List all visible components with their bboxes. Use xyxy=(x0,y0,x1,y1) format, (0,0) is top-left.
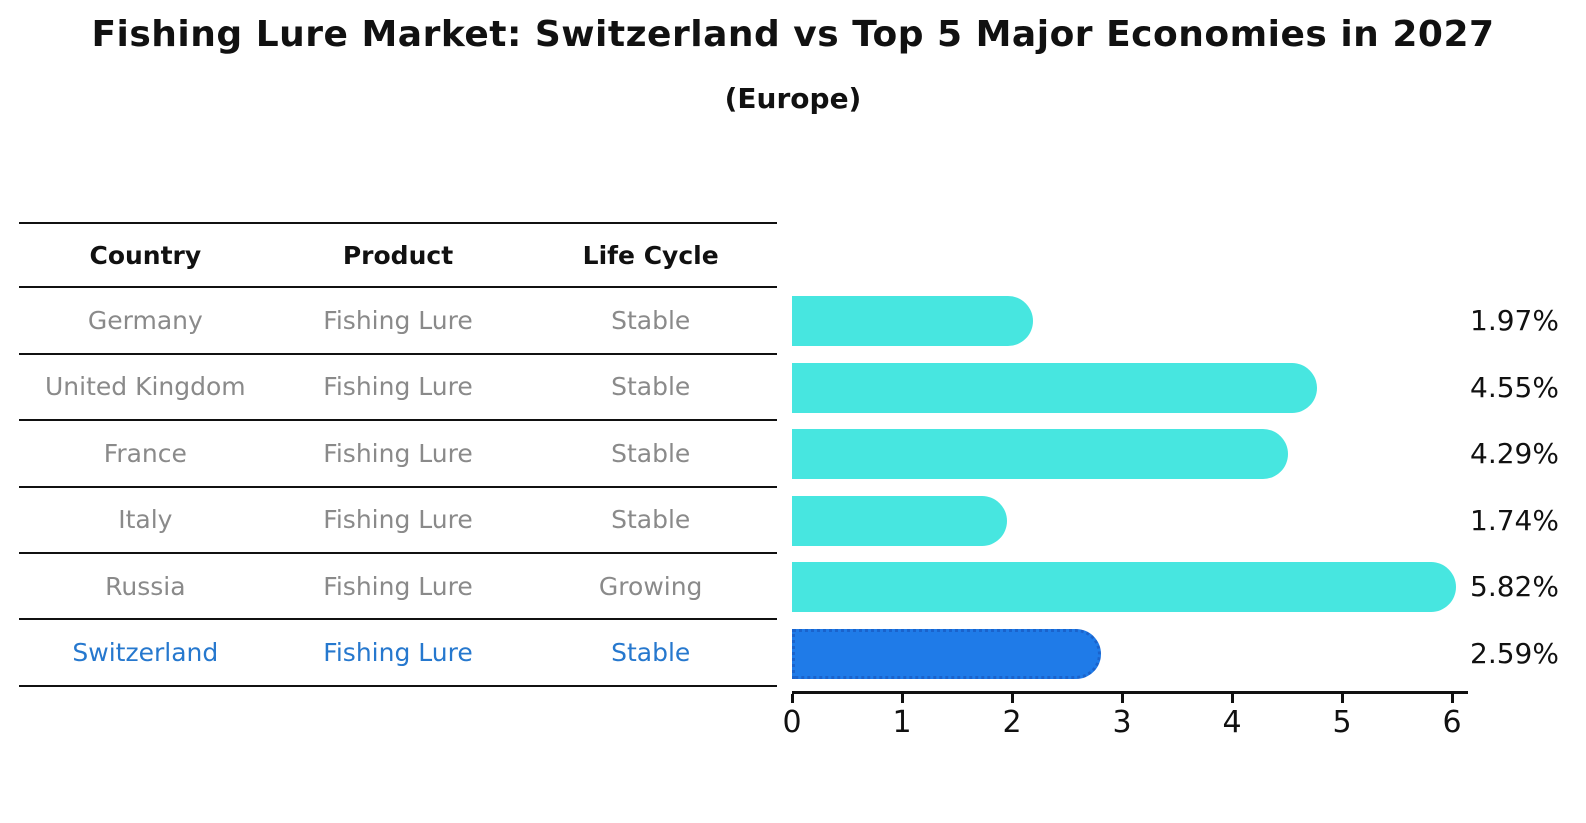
country-table: Country Product Life Cycle Germany Fishi… xyxy=(19,222,777,687)
value-label-russia: 5.82% xyxy=(1470,570,1559,603)
table-header-row: Country Product Life Cycle xyxy=(19,222,777,289)
bar-france xyxy=(792,429,1288,479)
x-tick-label: 4 xyxy=(1222,705,1242,740)
cell-life-cycle: Stable xyxy=(611,638,691,668)
x-tick xyxy=(1011,694,1014,703)
cell-life-cycle: Stable xyxy=(611,505,691,535)
table-row: United Kingdom Fishing Lure Stable xyxy=(19,355,777,422)
cell-product: Fishing Lure xyxy=(323,571,473,601)
x-tick xyxy=(1341,694,1344,703)
value-label-switzerland: 2.59% xyxy=(1470,637,1559,670)
x-tick xyxy=(791,694,794,703)
cell-product: Fishing Lure xyxy=(323,372,473,402)
x-tick-label: 1 xyxy=(892,705,912,740)
bar-italy xyxy=(792,496,1008,546)
header-product: Product xyxy=(342,240,454,270)
bar-russia xyxy=(792,562,1457,612)
value-label-france: 4.29% xyxy=(1470,437,1559,470)
table-row-switzerland-highlighted: Switzerland Fishing Lure Stable xyxy=(19,620,777,687)
value-label-united-kingdom: 4.55% xyxy=(1470,371,1559,404)
x-tick-label: 3 xyxy=(1112,705,1132,740)
cell-country: France xyxy=(103,438,187,468)
x-tick-label: 5 xyxy=(1332,705,1352,740)
cell-country: Switzerland xyxy=(72,638,219,668)
cell-product: Fishing Lure xyxy=(323,638,473,668)
x-axis-line xyxy=(792,691,1468,694)
chart-title: Fishing Lure Market: Switzerland vs Top … xyxy=(91,14,1495,55)
cell-product: Fishing Lure xyxy=(323,438,473,468)
bar-switzerland-highlighted xyxy=(792,629,1101,679)
x-tick xyxy=(901,694,904,703)
chart-subtitle: (Europe) xyxy=(724,82,862,115)
x-tick-label: 0 xyxy=(782,705,802,740)
header-country: Country xyxy=(89,240,202,270)
cell-product: Fishing Lure xyxy=(323,505,473,535)
header-life-cycle: Life Cycle xyxy=(582,240,719,270)
cell-life-cycle: Stable xyxy=(611,306,691,336)
value-label-germany: 1.97% xyxy=(1470,304,1559,337)
bar-germany xyxy=(792,296,1033,346)
cell-life-cycle: Stable xyxy=(611,372,691,402)
cell-country: United Kingdom xyxy=(45,372,246,402)
x-tick-label: 2 xyxy=(1002,705,1022,740)
table-row: Italy Fishing Lure Stable xyxy=(19,488,777,554)
x-tick xyxy=(1451,694,1454,703)
cell-country: Russia xyxy=(105,571,186,601)
cell-country: Germany xyxy=(87,306,203,336)
value-label-italy: 1.74% xyxy=(1470,504,1559,537)
cell-product: Fishing Lure xyxy=(323,306,473,336)
table-row: Germany Fishing Lure Stable xyxy=(19,288,777,355)
x-tick xyxy=(1121,694,1124,703)
table-row: Russia Fishing Lure Growing xyxy=(19,554,777,621)
cell-country: Italy xyxy=(118,505,173,535)
cell-life-cycle: Stable xyxy=(611,438,691,468)
cell-life-cycle: Growing xyxy=(598,571,703,601)
bar-united-kingdom xyxy=(792,363,1317,413)
x-tick-label: 6 xyxy=(1442,705,1462,740)
x-tick xyxy=(1231,694,1234,703)
table-row: France Fishing Lure Stable xyxy=(19,421,777,488)
